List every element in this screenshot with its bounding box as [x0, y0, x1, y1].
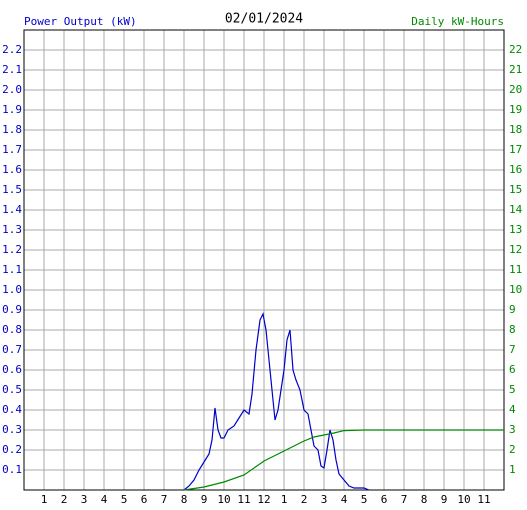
x-tick-label: 6 — [141, 493, 148, 506]
y2-tick-label: 18 — [509, 123, 522, 136]
x-tick-label: 11 — [477, 493, 490, 506]
x-tick-label: 11 — [237, 493, 250, 506]
y-tick-label: 0.4 — [2, 403, 22, 416]
x-tick-label: 6 — [381, 493, 388, 506]
y-tick-label: 1.5 — [2, 183, 22, 196]
data-line — [183, 429, 504, 491]
data-line — [183, 312, 370, 491]
x-tick-label: 1 — [281, 493, 288, 506]
x-tick-label: 10 — [217, 493, 230, 506]
y-tick-label: 0.8 — [2, 323, 22, 336]
y-tick-label: 0.7 — [2, 343, 22, 356]
y-tick-label: 2.1 — [2, 63, 22, 76]
y2-tick-label: 6 — [509, 363, 516, 376]
y-tick-label: 0.5 — [2, 383, 22, 396]
y2-tick-label: 19 — [509, 103, 522, 116]
y2-tick-label: 14 — [509, 203, 523, 216]
y-tick-label: 1.9 — [2, 103, 22, 116]
y-tick-label: 2.2 — [2, 43, 22, 56]
y-tick-label: 1.0 — [2, 283, 22, 296]
y-tick-label: 1.8 — [2, 123, 22, 136]
x-tick-label: 10 — [457, 493, 470, 506]
x-tick-label: 8 — [181, 493, 188, 506]
y2-tick-label: 20 — [509, 83, 522, 96]
y2-tick-label: 3 — [509, 423, 516, 436]
y-tick-label: 1.4 — [2, 203, 22, 216]
y-tick-label: 0.6 — [2, 363, 22, 376]
y2-tick-label: 2 — [509, 443, 516, 456]
y2-tick-label: 17 — [509, 143, 522, 156]
y-tick-label: 1.2 — [2, 243, 22, 256]
y-tick-label: 0.9 — [2, 303, 22, 316]
chart-title: 02/01/2024 — [225, 12, 303, 27]
x-tick-label: 5 — [361, 493, 368, 506]
x-tick-label: 4 — [101, 493, 108, 506]
x-tick-label: 4 — [341, 493, 348, 506]
y-tick-label: 0.2 — [2, 443, 22, 456]
y2-tick-label: 8 — [509, 323, 516, 336]
y-axis-label: Power Output (kW) — [24, 15, 137, 28]
y2-tick-label: 12 — [509, 243, 522, 256]
plot-frame — [23, 29, 505, 491]
y2-tick-label: 1 — [509, 463, 516, 476]
y2-tick-label: 9 — [509, 303, 516, 316]
x-tick-label: 1 — [41, 493, 48, 506]
x-tick-label: 8 — [421, 493, 428, 506]
y2-axis-label: Daily kW-Hours — [411, 15, 504, 28]
y2-tick-label: 15 — [509, 183, 522, 196]
y2-tick-label: 16 — [509, 163, 522, 176]
y2-tick-label: 10 — [509, 283, 522, 296]
y-tick-label: 1.7 — [2, 143, 22, 156]
y2-tick-label: 7 — [509, 343, 516, 356]
y-tick-label: 0.3 — [2, 423, 22, 436]
x-tick-label: 7 — [401, 493, 408, 506]
x-tick-label: 2 — [61, 493, 68, 506]
y-tick-label: 1.1 — [2, 263, 22, 276]
y-tick-label: 1.6 — [2, 163, 22, 176]
y2-tick-label: 22 — [509, 43, 522, 56]
x-tick-label: 3 — [81, 493, 88, 506]
x-tick-label: 3 — [321, 493, 328, 506]
y-tick-label: 0.1 — [2, 463, 22, 476]
x-tick-label: 9 — [441, 493, 448, 506]
x-tick-label: 2 — [301, 493, 308, 506]
x-tick-label: 12 — [257, 493, 270, 506]
y-tick-label: 1.3 — [2, 223, 22, 236]
y2-tick-label: 5 — [509, 383, 516, 396]
y2-tick-label: 4 — [509, 403, 516, 416]
x-tick-label: 7 — [161, 493, 168, 506]
y2-tick-label: 21 — [509, 63, 522, 76]
y2-tick-label: 13 — [509, 223, 522, 236]
x-tick-label: 5 — [121, 493, 128, 506]
y-tick-label: 2.0 — [2, 83, 22, 96]
y2-tick-label: 11 — [509, 263, 522, 276]
x-tick-label: 9 — [201, 493, 208, 506]
